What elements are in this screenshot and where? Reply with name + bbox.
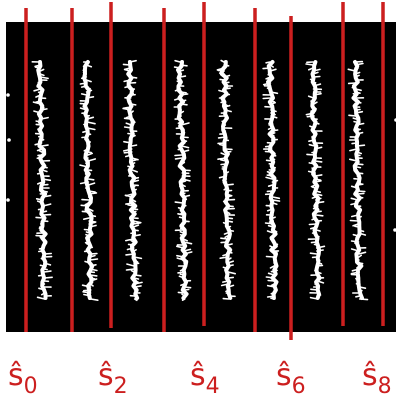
plant-row xyxy=(347,60,369,301)
plant-row xyxy=(122,59,143,302)
row-separator-lines xyxy=(24,2,385,340)
separator-label-4: ŝ4 xyxy=(190,358,220,399)
label-symbol: ŝ xyxy=(190,358,206,393)
label-subscript: 2 xyxy=(114,374,128,399)
plant-row xyxy=(79,60,99,301)
plant-row xyxy=(262,60,281,300)
plant-row xyxy=(173,59,193,301)
plant-leaves xyxy=(347,60,369,301)
label-symbol: ŝ xyxy=(8,358,24,393)
plant-leaves xyxy=(122,59,143,302)
plant-row xyxy=(305,60,326,300)
noise-speck xyxy=(393,228,397,232)
binary-image-panel xyxy=(6,22,396,332)
label-subscript: 0 xyxy=(24,374,38,399)
label-subscript: 8 xyxy=(378,374,392,399)
separator-label-6: ŝ6 xyxy=(276,358,306,399)
plant-leaves xyxy=(79,61,99,301)
plant-leaves xyxy=(31,61,53,300)
separator-label-8: ŝ8 xyxy=(362,358,392,399)
plant-leaves xyxy=(262,61,281,300)
noise-speck xyxy=(394,118,398,122)
noise-speck xyxy=(6,93,10,97)
plant-row xyxy=(31,60,53,300)
noise-speck xyxy=(6,198,10,202)
separator-label-2: ŝ2 xyxy=(98,358,128,399)
plant-leaves xyxy=(173,59,193,301)
label-subscript: 6 xyxy=(292,374,306,399)
separator-label-0: ŝ0 xyxy=(8,358,38,399)
separator-labels: ŝ0 ŝ2 ŝ4 ŝ6 ŝ8 xyxy=(8,358,392,399)
plant-leaves xyxy=(216,59,236,300)
plant-row xyxy=(216,59,236,300)
label-subscript: 4 xyxy=(206,374,220,399)
label-symbol: ŝ xyxy=(98,358,114,393)
noise-speck xyxy=(7,138,11,142)
label-symbol: ŝ xyxy=(362,358,378,393)
plant-rows xyxy=(6,59,398,302)
label-symbol: ŝ xyxy=(276,358,292,393)
plant-leaves xyxy=(305,61,326,300)
